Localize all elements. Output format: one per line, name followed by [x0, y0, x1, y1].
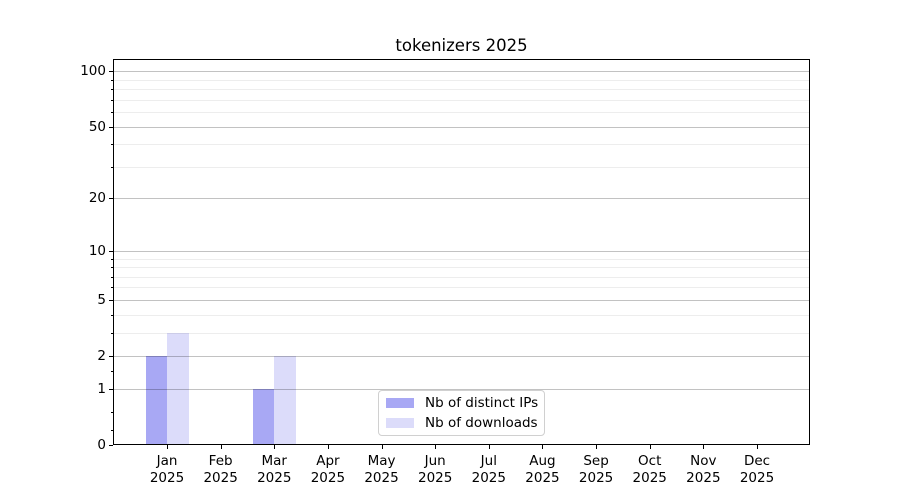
y-tick — [109, 356, 113, 358]
y-tick-label: 1 — [97, 380, 106, 397]
x-tick-label: Aug 2025 — [525, 453, 560, 486]
y-tick — [109, 250, 113, 252]
y-minor-gridline — [114, 99, 809, 101]
y-gridline — [114, 356, 809, 358]
y-minor-tick — [111, 144, 113, 146]
x-tick — [381, 445, 383, 449]
y-minor-tick — [111, 287, 113, 289]
y-gridline — [114, 250, 809, 252]
y-minor-tick — [111, 332, 113, 334]
legend-swatch-downloads-icon — [386, 418, 414, 428]
y-tick — [109, 388, 113, 390]
x-tick-label: Jul 2025 — [471, 453, 506, 486]
y-minor-tick — [111, 412, 113, 414]
x-tick-label: Nov 2025 — [686, 453, 721, 486]
y-minor-gridline — [114, 258, 809, 260]
chart-title: tokenizers 2025 — [395, 36, 528, 55]
x-tick-label: Jun 2025 — [417, 453, 453, 486]
y-tick-label: 50 — [88, 118, 106, 135]
y-minor-tick — [111, 430, 113, 432]
y-gridline — [114, 388, 809, 390]
x-tick — [703, 445, 705, 449]
y-minor-gridline — [114, 166, 809, 168]
y-minor-gridline — [114, 332, 809, 334]
y-tick — [109, 445, 113, 446]
x-tick — [220, 445, 222, 449]
x-tick-label: Dec 2025 — [739, 453, 775, 486]
y-minor-tick — [111, 267, 113, 269]
y-tick-label: 5 — [97, 291, 106, 308]
y-minor-tick — [111, 112, 113, 114]
y-minor-tick — [111, 370, 113, 372]
y-gridline — [114, 198, 809, 200]
y-minor-tick — [111, 314, 113, 316]
bar-distinct-ips — [252, 388, 275, 444]
x-tick — [435, 445, 437, 449]
x-tick — [542, 445, 544, 449]
x-tick — [596, 445, 598, 449]
y-minor-gridline — [114, 89, 809, 91]
y-minor-tick — [111, 99, 113, 101]
y-tick — [109, 198, 113, 200]
y-minor-tick — [111, 89, 113, 91]
y-minor-gridline — [114, 287, 809, 289]
y-tick-label: 20 — [88, 190, 106, 207]
plot-frame — [113, 59, 810, 445]
x-tick — [327, 445, 329, 449]
legend-swatch-distinct-ips-icon — [386, 398, 414, 408]
y-minor-gridline — [114, 144, 809, 146]
legend-item-distinct-ips: Nb of distinct IPs — [386, 395, 544, 412]
y-gridline — [114, 299, 809, 301]
x-tick-label: Jan 2025 — [149, 453, 185, 486]
y-minor-gridline — [114, 314, 809, 316]
x-tick-label: Feb 2025 — [203, 453, 238, 486]
y-minor-tick — [111, 276, 113, 278]
y-minor-tick — [111, 258, 113, 260]
legend: Nb of distinct IPs Nb of downloads — [378, 390, 545, 436]
bar-distinct-ips — [145, 356, 167, 444]
y-tick-label: 10 — [88, 242, 106, 259]
y-tick-label: 2 — [97, 348, 106, 365]
y-tick — [109, 126, 113, 128]
x-tick — [757, 445, 758, 449]
y-minor-gridline — [114, 276, 809, 278]
y-minor-tick — [111, 79, 113, 81]
y-tick-label: 0 — [97, 437, 106, 453]
x-tick — [167, 445, 168, 449]
y-tick — [109, 71, 113, 73]
x-tick-label: May 2025 — [364, 453, 399, 486]
x-tick — [274, 445, 276, 449]
x-tick-label: Oct 2025 — [632, 453, 667, 486]
y-tick — [109, 299, 113, 301]
y-minor-gridline — [114, 112, 809, 114]
bar-downloads — [167, 332, 189, 444]
y-gridline — [114, 126, 809, 128]
bar-downloads — [274, 356, 296, 444]
legend-label: Nb of distinct IPs — [425, 394, 539, 411]
x-tick — [649, 445, 651, 449]
y-gridline — [114, 71, 809, 73]
x-tick-label: Sep 2025 — [578, 453, 614, 486]
y-tick-label: 100 — [80, 63, 106, 80]
x-tick-label: Apr 2025 — [310, 453, 346, 486]
legend-label: Nb of downloads — [425, 414, 538, 431]
y-minor-gridline — [114, 79, 809, 81]
x-tick — [488, 445, 490, 449]
x-tick-label: Mar 2025 — [257, 453, 292, 486]
y-minor-tick — [111, 166, 113, 168]
legend-item-downloads: Nb of downloads — [386, 415, 544, 432]
y-minor-gridline — [114, 267, 809, 269]
